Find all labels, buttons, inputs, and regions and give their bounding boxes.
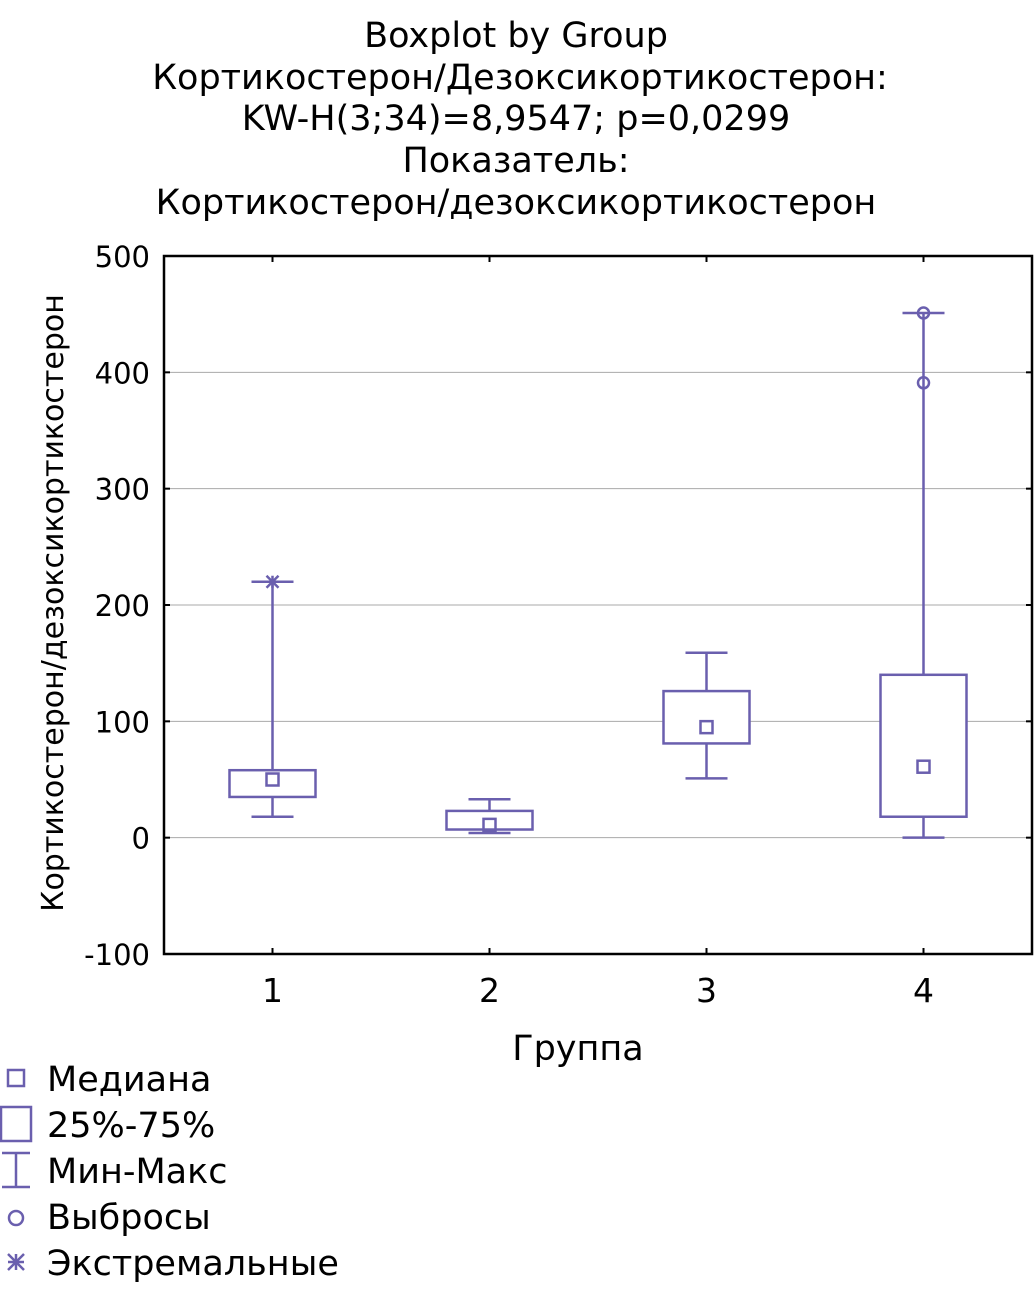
x-axis: 1 2 3 4 [262,256,934,1010]
extreme-legend-icon [7,1253,25,1271]
outlier-point [916,306,931,320]
legend: Медиана 25%-75% Мин-Макс Выбросы Экстремальн… [0,1060,339,1284]
median-marker [916,759,931,774]
legend-label: Экстремальные [47,1244,339,1284]
box-group-4 [879,306,968,839]
x-tick-label: 4 [913,971,934,1010]
median-marker [482,817,497,833]
x-axis-label: Группа [512,1029,644,1069]
y-axis: -100 0 100 200 300 400 500 [84,240,1032,972]
iqr-box [662,689,751,745]
legend-item-box: 25%-75% [0,1105,215,1146]
y-tick-label: -100 [84,938,150,972]
outlier-legend-icon [7,1209,25,1227]
iqr-box [879,673,968,818]
y-axis-label: Кортикостерон/дезоксикортикостерон [36,294,71,912]
median-legend-icon [6,1068,26,1088]
y-tick-label: 500 [95,240,150,274]
legend-label: Мин-Макс [47,1152,228,1192]
x-tick-label: 2 [479,971,500,1010]
title-line: Показатель: [402,141,629,181]
iqr-box [445,809,534,831]
box-legend-icon [0,1105,33,1143]
extreme-stroke [265,574,280,589]
title-line: Кортикостерон/Дезоксикортикостерон: [152,58,888,98]
box-group-2 [445,798,534,835]
title-line: Кортикостерон/дезоксикортикостерон [156,183,877,223]
legend-label: 25%-75% [47,1106,215,1146]
box-group-1 [228,574,317,818]
y-tick-label: 0 [132,822,150,856]
extreme-point [265,574,280,589]
legend-item-median: Медиана [6,1060,211,1100]
outlier-point [916,376,931,390]
chart-title: Boxplot by Group Кортикостерон/Дезоксико… [152,16,888,223]
legend-label: Выбросы [47,1198,211,1238]
median-marker [265,772,280,787]
y-tick-label: 100 [95,705,150,739]
legend-item-extreme: Экстремальные [7,1244,339,1284]
boxes [228,306,968,839]
legend-item-outlier: Выбросы [7,1198,211,1238]
y-tick-label: 400 [95,356,150,390]
x-tick-label: 3 [696,971,717,1010]
legend-item-whisker: Мин-Макс [2,1151,228,1192]
title-line: Boxplot by Group [364,16,668,56]
legend-label: Медиана [47,1060,211,1100]
box-group-3 [662,651,751,780]
x-tick-label: 1 [262,971,283,1010]
title-line: KW-H(3;34)=8,9547; p=0,0299 [242,99,790,139]
y-tick-label: 300 [95,473,150,507]
median-marker [699,719,714,735]
y-tick-label: 200 [95,589,150,623]
